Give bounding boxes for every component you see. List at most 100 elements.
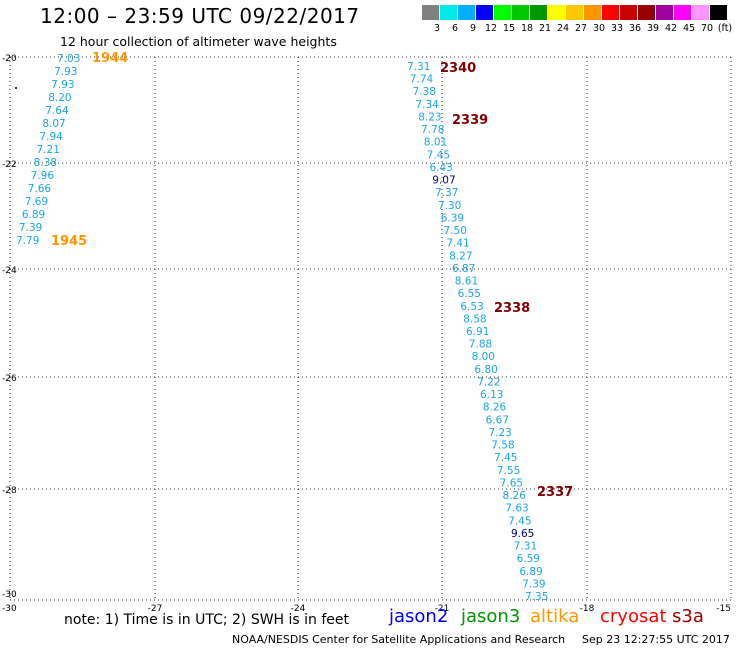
satellite-name: jason3 — [461, 606, 521, 627]
wave-height-value: 6.89 — [22, 209, 45, 221]
satellite-name: cryosat — [600, 606, 667, 627]
scale-label: 30 — [592, 23, 606, 34]
lat-label: -20 — [2, 54, 17, 64]
scale-swatch — [584, 5, 601, 20]
wave-height-value: 7.65 — [500, 477, 523, 489]
wave-height-value: 6.91 — [466, 326, 489, 338]
scale-swatch — [620, 5, 637, 20]
wave-height-value: 7.35 — [525, 591, 548, 603]
wave-height-value: 6.39 — [441, 212, 464, 224]
lat-label: -30 — [2, 590, 17, 600]
wave-height-value: 7.45 — [494, 452, 517, 464]
wave-height-value: 6.67 — [486, 414, 509, 426]
lon-label: -27 — [148, 604, 163, 614]
wave-height-value: 8.58 — [463, 313, 486, 325]
wave-height-value: 7.21 — [37, 144, 60, 156]
scale-swatch — [494, 5, 511, 20]
wave-height-value: 6.53 — [460, 301, 483, 313]
wave-height-value: 8.01 — [424, 137, 447, 149]
wave-height-value: 8.27 — [449, 250, 472, 262]
wave-height-value: 7.93 — [51, 79, 74, 91]
wave-height-value: 6.80 — [474, 364, 497, 376]
wave-height-value: 8.20 — [48, 92, 71, 104]
footer-note: note: 1) Time is in UTC; 2) SWH is in fe… — [64, 612, 350, 628]
pass-time-label: 2337 — [537, 485, 573, 500]
scale-label: 9 — [469, 23, 477, 34]
wave-height-value: 6.55 — [458, 288, 481, 300]
wave-height-value: 6.43 — [429, 162, 452, 174]
scale-label: 6 — [451, 23, 459, 34]
scale-label: (ft) — [717, 23, 733, 34]
wave-height-value: 7.37 — [435, 187, 458, 199]
wave-height-value: 7.31 — [407, 61, 430, 73]
wave-height-value: 7.39 — [522, 578, 545, 590]
scale-label: 39 — [646, 23, 660, 34]
satellite-name: jason2 — [389, 606, 449, 627]
wave-height-value: 7.78 — [421, 124, 444, 136]
scale-swatch — [692, 5, 709, 20]
wave-height-value: 7.74 — [410, 74, 434, 86]
scale-swatch — [512, 5, 529, 20]
wave-height-value: 6.13 — [480, 389, 503, 401]
wave-height-value: 7.31 — [514, 541, 537, 553]
scale-label: 70 — [700, 23, 714, 34]
wave-height-value: 7.96 — [31, 170, 55, 182]
wave-height-value: 8.38 — [34, 157, 57, 169]
scale-swatch — [674, 5, 691, 20]
lat-label: -24 — [2, 266, 17, 276]
scale-label: 21 — [538, 23, 552, 34]
pass-time-label: 2338 — [494, 301, 530, 316]
wave-height-value: 8.23 — [418, 111, 441, 123]
scale-swatch — [638, 5, 655, 20]
scale-swatch — [710, 5, 727, 20]
wave-height-value: 8.00 — [472, 351, 495, 363]
wave-height-value: 7.94 — [39, 131, 63, 143]
wave-height-value: 7.38 — [413, 86, 436, 98]
satellite-name: s3a — [672, 606, 704, 627]
scale-label: 27 — [574, 23, 588, 34]
wave-height-value: 7.39 — [19, 222, 42, 234]
lat-label: -26 — [2, 374, 17, 384]
wave-height-value: 7.22 — [477, 376, 500, 388]
scale-swatch — [602, 5, 619, 20]
wave-height-value: 7.93 — [54, 66, 77, 78]
scale-swatch — [566, 5, 583, 20]
timestamp-text: Sep 23 12:27:55 UTC 2017 — [582, 633, 730, 646]
scale-swatch — [476, 5, 493, 20]
scale-swatch — [440, 5, 457, 20]
map-grid — [9, 56, 732, 601]
scale-label: 15 — [502, 23, 516, 34]
axis-labels: -20 -22 -24 -26 -28 -30 -30 -27 -24 -21 -18 -15 — [2, 54, 731, 614]
pass-time-label: 2339 — [452, 113, 488, 128]
wave-height-value: 7.55 — [497, 465, 520, 477]
wave-height-value: 6.89 — [519, 566, 542, 578]
lon-label: -18 — [580, 604, 595, 614]
scale-swatch — [458, 5, 475, 20]
pass-time-labels: 1944 1945 2340 2339 2338 2337 — [51, 51, 573, 500]
scale-swatch — [548, 5, 565, 20]
wave-height-observations: 7.037.937.938.207.648.077.947.218.387.96… — [15, 53, 548, 603]
wave-height-value: 8.26 — [483, 402, 507, 414]
track-dot — [15, 87, 17, 89]
scale-label: 18 — [520, 23, 534, 34]
wave-height-value: 8.07 — [42, 118, 65, 130]
wave-height-value: 9.65 — [511, 528, 534, 540]
wave-height-value: 9.07 — [432, 175, 455, 187]
wave-height-value: 8.61 — [455, 276, 478, 288]
wave-height-value: 7.34 — [415, 99, 439, 111]
scale-label: 33 — [610, 23, 624, 34]
wave-height-value: 7.64 — [45, 105, 69, 117]
wave-height-value: 6.87 — [452, 263, 475, 275]
wave-height-value: 7.50 — [444, 225, 467, 237]
satellite-name: altika — [530, 606, 580, 627]
wave-height-value: 7.79 — [16, 235, 39, 247]
lon-label: -24 — [291, 604, 306, 614]
scale-label: 3 — [433, 23, 441, 34]
wave-height-value: 7.23 — [488, 427, 511, 439]
lon-label: -15 — [716, 604, 731, 614]
pass-time-label: 2340 — [440, 61, 476, 76]
wave-height-value: 7.45 — [508, 515, 531, 527]
wave-height-value: 8.26 — [503, 490, 527, 502]
scale-label: 12 — [484, 23, 498, 34]
lon-label: -21 — [435, 604, 450, 614]
